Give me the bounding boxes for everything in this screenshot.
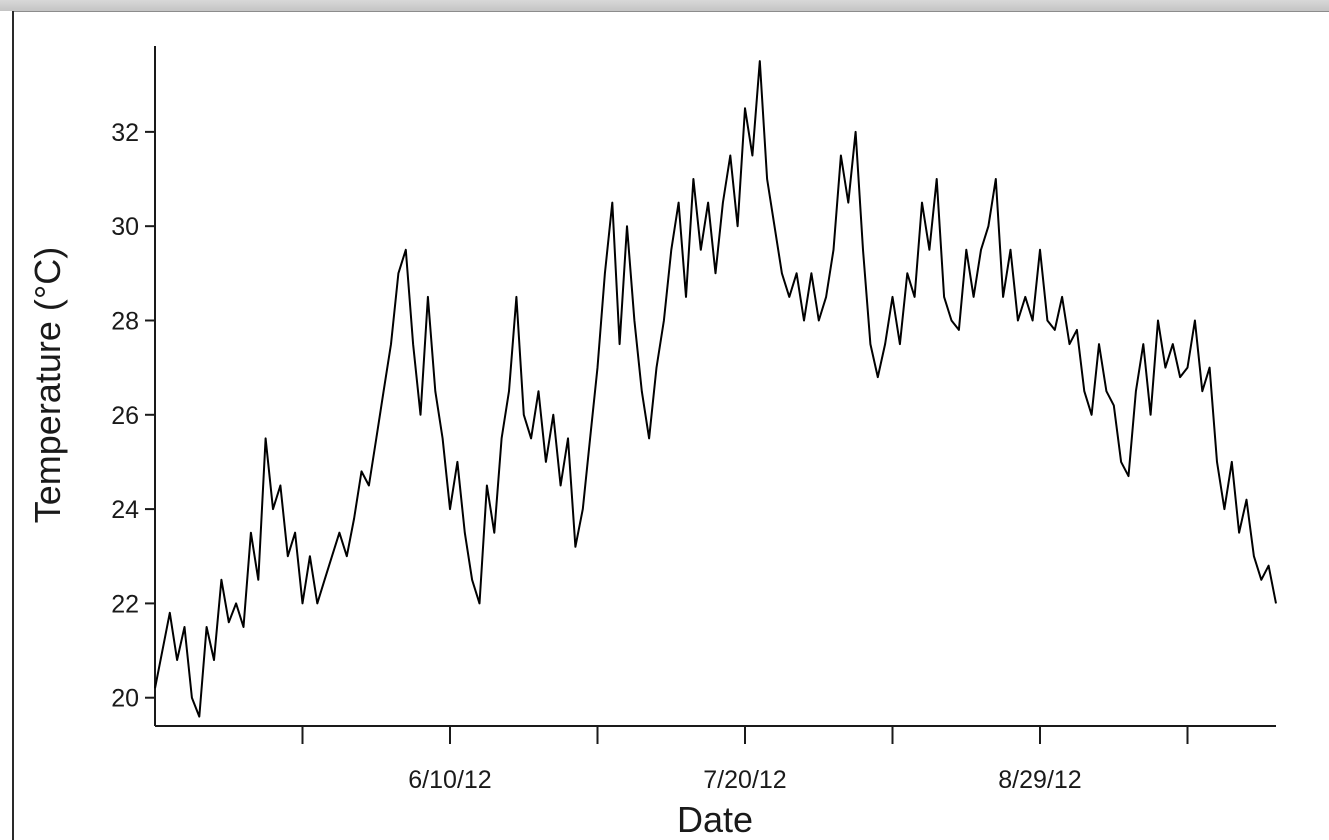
window-top-bar	[0, 0, 1329, 12]
series-group	[154, 60, 1277, 718]
temperature-series-line	[154, 60, 1277, 718]
y-tick-label: 22	[111, 590, 139, 618]
y-axis-title: Temperature (°C)	[27, 247, 68, 523]
window-left-border	[12, 11, 14, 840]
axes-group	[154, 46, 1276, 727]
tick-labels-group: 20 22 24 26 28 30 32 6/10/12 7/20/12 8/29/12	[111, 119, 1082, 794]
y-tick-label: 20	[111, 685, 139, 713]
y-tick-label: 28	[111, 307, 139, 335]
x-tick-label: 6/10/12	[408, 766, 491, 794]
y-tick-label: 26	[111, 402, 139, 430]
y-tick-label: 24	[111, 496, 139, 524]
window-left-margin	[0, 11, 12, 840]
x-tick-label: 7/20/12	[703, 766, 786, 794]
x-tick-label: 8/29/12	[998, 766, 1081, 794]
y-tick-label: 32	[111, 119, 139, 147]
ticks-group	[145, 130, 1189, 744]
y-tick-label: 30	[111, 213, 139, 241]
x-axis-title: Date	[677, 799, 753, 840]
